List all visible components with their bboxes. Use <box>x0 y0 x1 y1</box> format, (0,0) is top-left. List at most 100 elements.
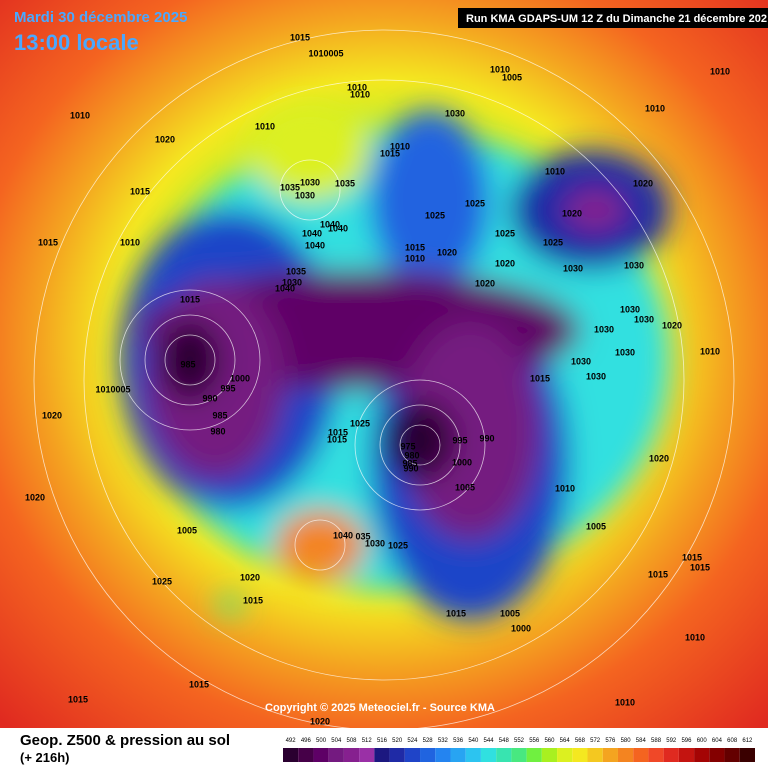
colorbar-label: 584 <box>636 738 647 744</box>
colorbar-cell <box>709 748 725 762</box>
pressure-label: 1005 <box>586 521 606 531</box>
colorbar-cell <box>511 748 527 762</box>
pressure-label: 985 <box>212 410 227 420</box>
pressure-label: 1010 <box>255 121 275 131</box>
colorbar-label: 516 <box>377 738 388 744</box>
pressure-label: 1040 <box>275 283 295 293</box>
colorbar-cell <box>343 748 360 762</box>
pressure-label: 1030 <box>563 263 583 273</box>
copyright: Copyright © 2025 Meteociel.fr - Source K… <box>265 702 495 714</box>
colorbar-label: 548 <box>499 738 510 744</box>
pressure-label: 1005 <box>500 608 520 618</box>
pressure-label: 1040 <box>302 228 322 238</box>
pressure-label: 1015 <box>682 552 702 562</box>
colorbar-cell <box>480 748 497 762</box>
pressure-label: 1015 <box>130 186 150 196</box>
colorbar-label: 532 <box>438 738 449 744</box>
pressure-label: 1015 <box>327 434 347 444</box>
pressure-label: 1010 <box>710 66 730 76</box>
colorbar-label: 540 <box>468 738 479 744</box>
colorbar-cell <box>298 748 314 762</box>
pressure-label: 1015 <box>243 595 263 605</box>
pressure-label: 1030 <box>615 347 635 357</box>
footer-lead: (+ 216h) <box>20 750 70 765</box>
pressure-label: 1030 <box>586 371 606 381</box>
pressure-label: 1020 <box>649 453 669 463</box>
pressure-label: 1025 <box>350 418 370 428</box>
pressure-label: 1025 <box>388 540 408 550</box>
colorbar-label: 496 <box>301 738 312 744</box>
pressure-label: 1020 <box>562 208 582 218</box>
colorbar-cell <box>526 748 542 762</box>
colorbar-cell <box>557 748 573 762</box>
footer-title: Geop. Z500 & pression au sol <box>20 732 231 749</box>
colorbar-cell <box>313 748 329 762</box>
pressure-label: 1020 <box>155 134 175 144</box>
colorbar-label: 568 <box>575 738 586 744</box>
pressure-label: 1010005 <box>308 48 343 58</box>
pressure-label: 1015 <box>189 679 209 689</box>
colorbar-label: 560 <box>544 738 555 744</box>
pressure-label: 1030 <box>594 324 614 334</box>
pressure-label: 980 <box>210 426 225 436</box>
pressure-label: 1020 <box>240 572 260 582</box>
colorbar-cell <box>572 748 588 762</box>
run-box <box>458 8 768 28</box>
pressure-label: 1035 <box>280 182 300 192</box>
colorbar-cell <box>617 748 634 762</box>
pressure-label: 1025 <box>152 576 172 586</box>
pressure-label: 975 <box>400 441 415 451</box>
pressure-label: 1010 <box>120 237 140 247</box>
pressure-label: 1025 <box>543 237 563 247</box>
colorbar-label: 576 <box>605 738 616 744</box>
colorbar-label: 508 <box>347 738 358 744</box>
pressure-label: 1030 <box>282 277 302 287</box>
pressure-label: 1010 <box>645 103 665 113</box>
colorbar-cell <box>633 748 649 762</box>
colorbar-label: 604 <box>712 738 723 744</box>
pressure-label: 1005 <box>502 72 522 82</box>
colorbar-cell <box>739 748 755 762</box>
pressure-label: 1020 <box>633 178 653 188</box>
colorbar-label: 500 <box>316 738 327 744</box>
pressure-label: 1020 <box>25 492 45 502</box>
colorbar-label: 572 <box>590 738 601 744</box>
pressure-label: 1040 <box>320 219 340 229</box>
pressure-label: 1020 <box>495 258 515 268</box>
pressure-label: 1010 <box>545 166 565 176</box>
colorbar-cell <box>663 748 679 762</box>
pressure-label: 1015 <box>648 569 668 579</box>
pressure-label: 1030 <box>365 538 385 548</box>
pressure-label: 1030 <box>300 177 320 187</box>
pressure-label: 1015 <box>380 148 400 158</box>
pressure-label: 990 <box>403 463 418 473</box>
colorbar-cell <box>374 748 390 762</box>
colorbar-label: 596 <box>681 738 692 744</box>
colorbar-cell <box>465 748 481 762</box>
pressure-label: 1010 <box>685 632 705 642</box>
pressure-label: 035 <box>355 531 370 541</box>
pressure-label: 1035 <box>335 178 355 188</box>
colorbar-cell <box>541 748 558 762</box>
colorbar: 492 496 500 504 508 512 516 520 524 528 532 536 540 5… <box>283 738 755 762</box>
pressure-label: 1020 <box>42 410 62 420</box>
pressure-label: 1030 <box>445 108 465 118</box>
time: 13:00 locale <box>14 30 139 55</box>
pressure-label: 1015 <box>180 294 200 304</box>
colorbar-cell <box>678 748 695 762</box>
colorbar-cell <box>359 748 375 762</box>
map: Mardi 30 décembre 2025 13:00 locale Run … <box>0 0 768 728</box>
pressure-label: 990 <box>479 433 494 443</box>
pressure-label: 1030 <box>620 304 640 314</box>
pressure-label: 1030 <box>295 190 315 200</box>
pressure-label: 985 <box>402 458 417 468</box>
footer: Geop. Z500 & pression au sol (+ 216h) 49… <box>0 728 768 768</box>
colorbar-cell <box>450 748 466 762</box>
pressure-label: 1040 <box>333 530 353 540</box>
colorbar-cell <box>602 748 618 762</box>
colorbar-label: 536 <box>453 738 464 744</box>
colorbar-label: 512 <box>362 738 373 744</box>
colorbar-cell <box>587 748 603 762</box>
pressure-label: 1035 <box>286 266 306 276</box>
